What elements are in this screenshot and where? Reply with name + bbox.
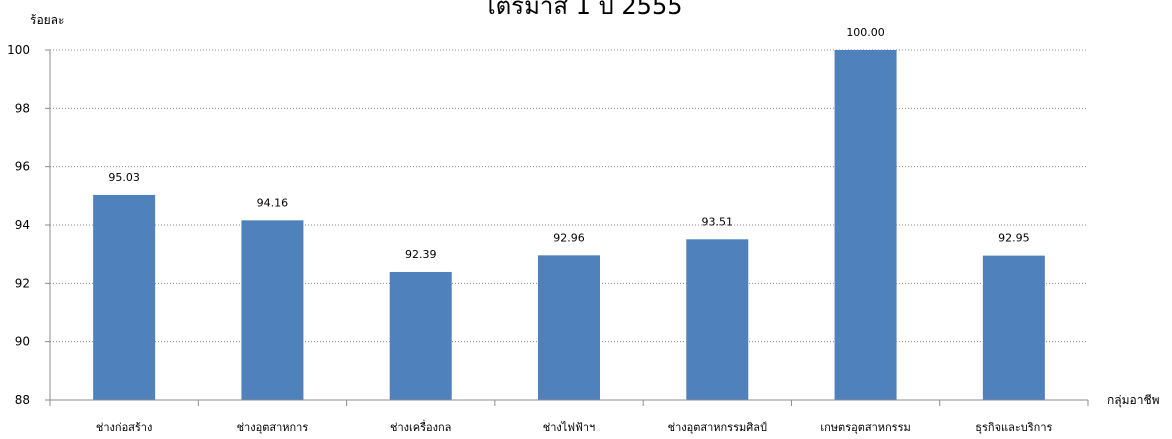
y-tick-label: 90 (15, 335, 30, 349)
bar-value-label: 95.03 (108, 171, 140, 184)
y-tick-label: 92 (15, 276, 30, 290)
x-axis-label: กลุ่มอาชีพ (1107, 393, 1160, 408)
data-labels: 95.03 94.16 92.39 92.96 93.51 100.00 92.95 (108, 26, 1029, 261)
bar-value-label: 94.16 (257, 196, 289, 209)
y-tick-label: 94 (15, 218, 30, 232)
bar (538, 255, 600, 400)
category-label: ช่างเครื่องกล (390, 419, 451, 434)
category-label: ช่างก่อสร้าง (96, 421, 152, 434)
y-axis-label: ร้อยละ (30, 13, 64, 27)
y-tick-label: 98 (15, 101, 30, 115)
bar-value-label: 100.00 (846, 26, 885, 39)
bar-value-label: 92.39 (405, 248, 437, 261)
category-label: เกษตรอุตสาหกรรม (820, 421, 910, 434)
bar (93, 194, 156, 400)
bar (982, 255, 1045, 400)
y-tick-label: 88 (15, 393, 30, 407)
bar (834, 50, 897, 400)
category-label: ธุรกิจและบริการ (975, 421, 1052, 434)
bar-value-label: 92.96 (553, 231, 585, 244)
chart-title: ไตรมาส 1 ปี 2555 (482, 0, 683, 20)
category-label: ช่างไฟฟ้าฯ (543, 421, 595, 434)
bar (686, 239, 749, 400)
y-tick-label: 96 (15, 160, 30, 174)
bar-value-label: 93.51 (702, 215, 734, 228)
category-label: ช่างอุตสาหการ (237, 421, 309, 434)
bar (389, 271, 452, 400)
bar-value-label: 92.95 (998, 232, 1030, 245)
bars (93, 50, 1045, 400)
axes: 88 90 92 94 96 98 100 ช่างก่อสร้าง ช่างอุตสาหการ… (7, 43, 1089, 434)
bar (241, 220, 304, 400)
category-label: ช่างอุตสาหกรรมศิลป์ (668, 421, 767, 434)
y-tick-label: 100 (7, 43, 30, 57)
